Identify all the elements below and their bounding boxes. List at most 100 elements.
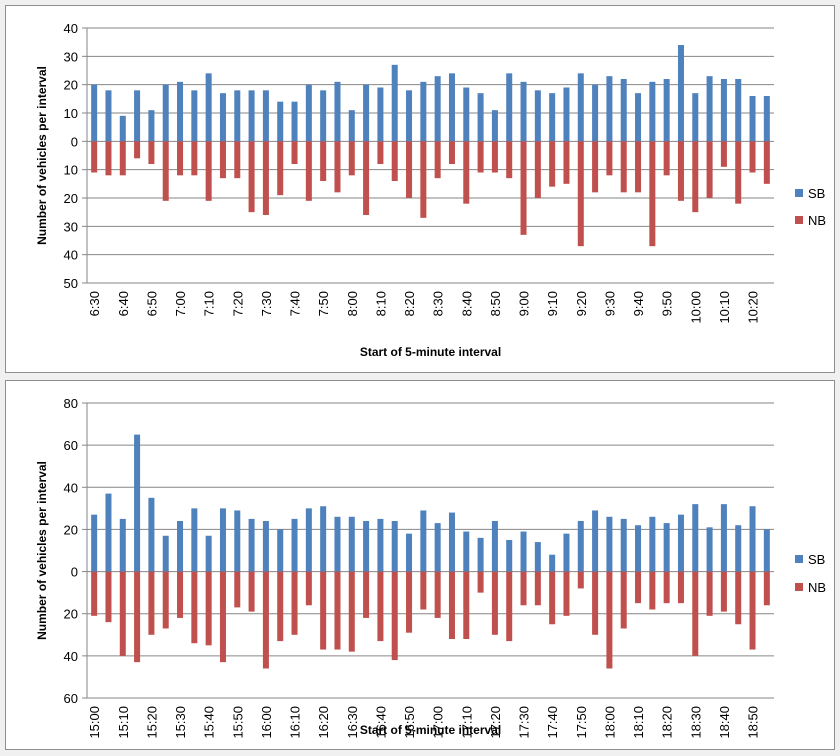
x-tick-label: 10:20 — [746, 291, 761, 324]
bar-sb — [663, 79, 670, 142]
bar-sb — [205, 73, 212, 142]
x-tick-label: 8:40 — [459, 291, 474, 316]
bar-sb — [606, 76, 613, 142]
bar-nb — [334, 141, 341, 193]
bar-sb — [677, 514, 684, 572]
bar-nb — [534, 571, 541, 606]
bar-sb — [749, 96, 756, 142]
bar-sb — [205, 535, 212, 572]
bar-sb — [320, 90, 327, 142]
legend: SB NB — [795, 186, 826, 228]
bar-nb — [477, 141, 484, 173]
bar-nb — [248, 141, 255, 213]
y-tick-label: 10 — [64, 106, 78, 121]
bar-sb — [234, 510, 241, 572]
bar-nb — [205, 571, 212, 646]
bar-nb — [563, 141, 570, 184]
bar-nb — [320, 571, 327, 650]
bar-nb — [463, 571, 470, 639]
x-tick-label: 17:40 — [545, 706, 560, 739]
bar-sb — [420, 510, 427, 572]
bar-nb — [720, 141, 727, 167]
bar-sb — [148, 110, 155, 142]
x-tick-label: 18:30 — [688, 706, 703, 739]
bar-sb — [305, 508, 312, 572]
bar-nb — [506, 141, 513, 179]
bar-nb — [649, 571, 656, 610]
bar-nb — [105, 141, 112, 176]
y-tick-label: 50 — [64, 276, 78, 291]
bar-sb — [549, 93, 556, 142]
x-tick-label: 7:00 — [173, 291, 188, 316]
bar-sb — [162, 84, 169, 142]
bar-nb — [520, 141, 527, 235]
bar-sb — [434, 523, 441, 572]
bar-nb — [577, 141, 584, 247]
x-tick-label: 7:30 — [259, 291, 274, 316]
bar-sb — [234, 90, 241, 142]
bar-nb — [91, 571, 98, 616]
bar-nb — [291, 141, 298, 164]
legend-label-sb: SB — [808, 552, 825, 567]
bar-nb — [119, 571, 126, 656]
x-tick-label: 9:40 — [631, 291, 646, 316]
x-tick-label: 15:30 — [173, 706, 188, 739]
bar-nb — [148, 141, 155, 164]
bars — [91, 434, 770, 669]
x-tick-label: 6:30 — [87, 291, 102, 316]
bar-sb — [720, 504, 727, 572]
bar-nb — [749, 141, 756, 173]
bar-nb — [491, 571, 498, 635]
x-tick-label: 15:40 — [202, 706, 217, 739]
bar-sb — [105, 90, 112, 142]
legend-swatch-sb — [795, 555, 803, 563]
x-tick-label: 8:30 — [431, 291, 446, 316]
bar-nb — [520, 571, 527, 606]
bar-sb — [463, 531, 470, 572]
bar-sb — [262, 90, 269, 142]
bar-sb — [706, 527, 713, 572]
bar-nb — [262, 571, 269, 669]
x-tick-label: 18:00 — [602, 706, 617, 739]
legend-swatch-nb — [795, 216, 803, 224]
x-tick-label: 16:10 — [288, 706, 303, 739]
x-tick-label: 16:00 — [259, 706, 274, 739]
bar-sb — [391, 521, 398, 572]
bar-sb — [119, 518, 126, 572]
x-tick-label: 15:50 — [230, 706, 245, 739]
legend-label-sb: SB — [808, 186, 825, 201]
bar-sb — [635, 525, 642, 572]
legend: SB NB — [795, 552, 826, 595]
y-tick-label: 30 — [64, 219, 78, 234]
bar-nb — [592, 571, 599, 635]
bar-nb — [720, 571, 727, 612]
bar-nb — [491, 141, 498, 173]
bar-nb — [305, 141, 312, 201]
y-tick-label: 0 — [71, 565, 78, 580]
bar-sb — [592, 84, 599, 142]
bar-sb — [534, 542, 541, 572]
bar-sb — [219, 93, 226, 142]
bar-sb — [291, 518, 298, 572]
bar-nb — [692, 141, 699, 213]
bar-nb — [391, 571, 398, 661]
bars — [91, 45, 770, 247]
bar-sb — [735, 525, 742, 572]
bar-sb — [635, 93, 642, 142]
bar-sb — [448, 73, 455, 142]
x-tick-label: 16:20 — [316, 706, 331, 739]
bar-sb — [363, 521, 370, 572]
x-axis-title: Start of 5-minute interval — [360, 723, 501, 737]
bar-sb — [177, 81, 184, 142]
bar-nb — [434, 141, 441, 179]
bar-nb — [348, 141, 355, 176]
bar-sb — [262, 521, 269, 572]
bar-nb — [363, 141, 370, 215]
y-tick-label: 20 — [64, 522, 78, 537]
x-tick-label: 15:20 — [144, 706, 159, 739]
bar-sb — [91, 84, 98, 142]
bar-nb — [334, 571, 341, 650]
bar-sb — [534, 90, 541, 142]
x-tick-label: 18:20 — [660, 706, 675, 739]
bar-sb — [305, 84, 312, 142]
